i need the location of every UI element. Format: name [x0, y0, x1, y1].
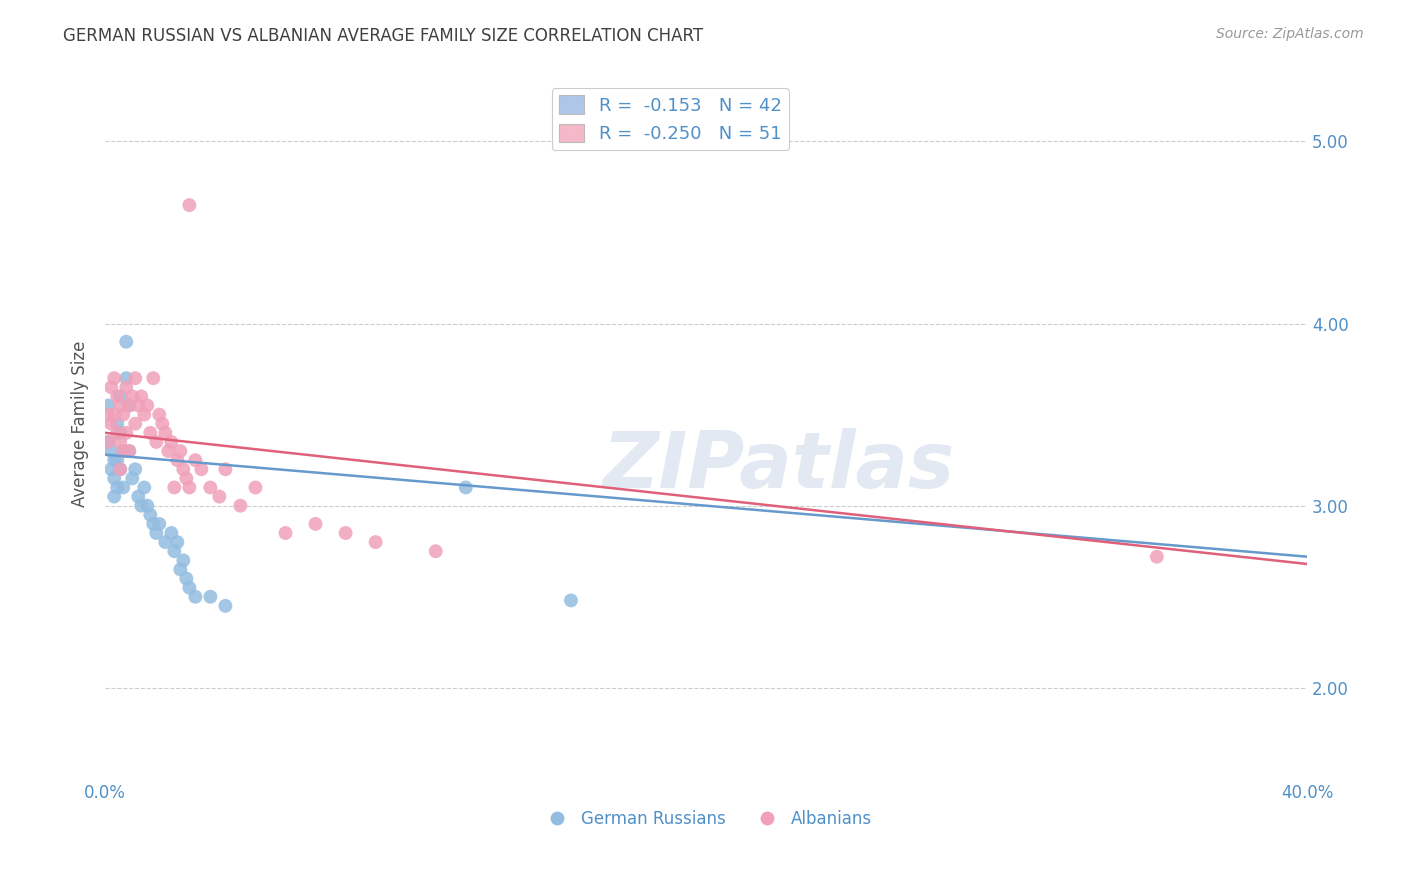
Point: [121, 389, 143, 403]
Point: [155, 535, 177, 549]
Point: [150, 417, 173, 431]
Point: [112, 444, 135, 458]
Point: [127, 490, 149, 504]
Point: [163, 480, 186, 494]
Point: [166, 535, 188, 549]
Point: [105, 425, 128, 440]
Text: Source: ZipAtlas.com: Source: ZipAtlas.com: [1216, 27, 1364, 41]
Point: [142, 371, 165, 385]
Point: [105, 453, 128, 467]
Point: [364, 535, 387, 549]
Point: [129, 499, 152, 513]
Point: [148, 408, 170, 422]
Point: [112, 480, 135, 494]
Point: [105, 417, 128, 431]
Point: [229, 499, 252, 513]
Point: [169, 444, 191, 458]
Point: [124, 417, 146, 431]
Point: [100, 444, 122, 458]
Point: [110, 462, 132, 476]
Point: [160, 526, 183, 541]
Point: [142, 516, 165, 531]
Point: [103, 471, 125, 485]
Point: [172, 462, 194, 476]
Point: [200, 480, 222, 494]
Point: [136, 499, 159, 513]
Point: [172, 553, 194, 567]
Point: [139, 425, 162, 440]
Point: [100, 417, 122, 431]
Point: [304, 516, 326, 531]
Point: [214, 462, 236, 476]
Point: [115, 334, 138, 349]
Point: [97, 399, 120, 413]
Point: [110, 399, 132, 413]
Point: [1146, 549, 1168, 564]
Point: [148, 516, 170, 531]
Point: [115, 371, 138, 385]
Point: [97, 434, 120, 449]
Point: [115, 425, 138, 440]
Point: [208, 490, 231, 504]
Point: [110, 425, 132, 440]
Point: [103, 408, 125, 422]
Point: [179, 581, 201, 595]
Point: [425, 544, 447, 558]
Legend: German Russians, Albanians: German Russians, Albanians: [534, 803, 879, 835]
Point: [97, 408, 120, 422]
Point: [100, 380, 122, 394]
Point: [176, 471, 198, 485]
Point: [145, 526, 167, 541]
Point: [274, 526, 297, 541]
Point: [118, 399, 141, 413]
Point: [105, 480, 128, 494]
Point: [163, 544, 186, 558]
Point: [136, 399, 159, 413]
Point: [139, 508, 162, 522]
Point: [100, 462, 122, 476]
Point: [157, 444, 180, 458]
Point: [118, 444, 141, 458]
Point: [110, 434, 132, 449]
Point: [200, 590, 222, 604]
Point: [129, 389, 152, 403]
Point: [166, 453, 188, 467]
Text: GERMAN RUSSIAN VS ALBANIAN AVERAGE FAMILY SIZE CORRELATION CHART: GERMAN RUSSIAN VS ALBANIAN AVERAGE FAMIL…: [63, 27, 703, 45]
Point: [134, 480, 156, 494]
Point: [184, 590, 207, 604]
Point: [112, 408, 135, 422]
Point: [110, 389, 132, 403]
Point: [124, 462, 146, 476]
Point: [335, 526, 357, 541]
Point: [103, 453, 125, 467]
Point: [118, 444, 141, 458]
Point: [118, 399, 141, 413]
Point: [105, 389, 128, 403]
Point: [179, 198, 201, 212]
Point: [179, 480, 201, 494]
Point: [134, 408, 156, 422]
Point: [97, 434, 120, 449]
Point: [112, 444, 135, 458]
Point: [127, 399, 149, 413]
Point: [115, 380, 138, 394]
Point: [145, 434, 167, 449]
Point: [169, 562, 191, 576]
Point: [176, 572, 198, 586]
Point: [103, 490, 125, 504]
Point: [560, 593, 582, 607]
Point: [454, 480, 477, 494]
Point: [214, 599, 236, 613]
Point: [245, 480, 267, 494]
Point: [184, 453, 207, 467]
Point: [103, 371, 125, 385]
Point: [110, 462, 132, 476]
Point: [124, 371, 146, 385]
Y-axis label: Average Family Size: Average Family Size: [72, 341, 89, 507]
Point: [160, 434, 183, 449]
Point: [190, 462, 212, 476]
Text: ZIPatlas: ZIPatlas: [602, 428, 955, 504]
Point: [155, 425, 177, 440]
Point: [121, 471, 143, 485]
